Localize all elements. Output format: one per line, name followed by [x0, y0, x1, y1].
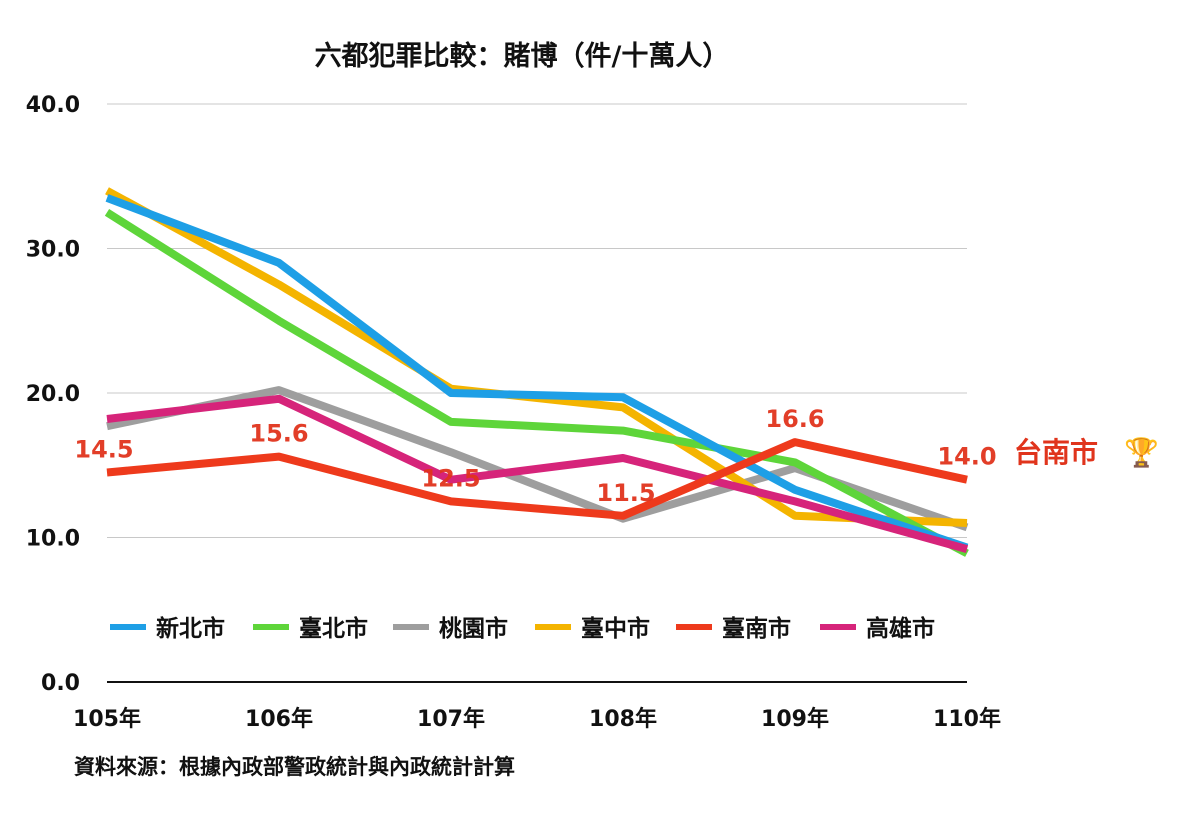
chart-title: 六都犯罪比較：賭博（件/十萬人）: [315, 40, 730, 72]
series-line-4: [106, 438, 968, 520]
trophy-icon: 🏆: [1124, 436, 1159, 469]
source-note: 資料來源：根據內政部警政統計與內政統計計算: [74, 755, 515, 779]
y-tick-label: 40.0: [26, 93, 80, 118]
x-tick-label: 108年: [589, 706, 657, 732]
y-tick-label: 0.0: [41, 671, 80, 696]
series-line-1: [104, 209, 969, 557]
y-tick-label: 10.0: [26, 527, 80, 552]
data-label: 14.5: [74, 435, 133, 463]
data-label: 15.6: [249, 420, 308, 448]
data-label: 11.5: [596, 479, 655, 507]
series-line-3: [105, 187, 968, 527]
legend-label: 臺中市: [581, 615, 650, 642]
legend-label: 桃園市: [439, 615, 508, 642]
legend-label: 臺南市: [722, 615, 791, 642]
series-line-0: [105, 194, 969, 552]
legend-label: 臺北市: [299, 615, 368, 642]
y-tick-label: 20.0: [26, 382, 80, 407]
x-tick-label: 109年: [761, 706, 829, 732]
y-tick-label: 30.0: [26, 238, 80, 263]
x-tick-label: 110年: [933, 706, 1001, 732]
data-label: 16.6: [765, 405, 824, 433]
data-label: 14.0: [937, 443, 996, 471]
x-tick-label: 106年: [245, 706, 313, 732]
x-tick-label: 107年: [417, 706, 485, 732]
legend-label: 新北市: [156, 615, 225, 642]
legend-label: 高雄市: [866, 615, 935, 642]
x-tick-label: 105年: [73, 706, 141, 732]
annotation-label: 台南市: [1014, 436, 1098, 469]
data-label: 12.5: [421, 464, 480, 492]
series-line-5: [106, 394, 969, 553]
